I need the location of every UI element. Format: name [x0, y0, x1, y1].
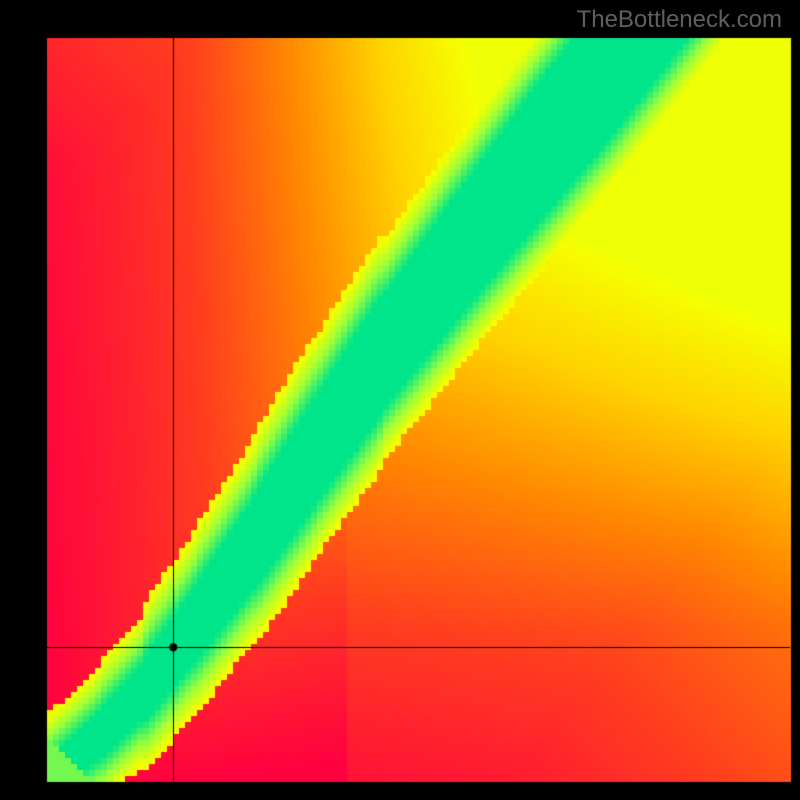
bottleneck-heatmap: [0, 0, 800, 800]
chart-container: { "watermark": { "text": "TheBottleneck.…: [0, 0, 800, 800]
source-watermark: TheBottleneck.com: [577, 6, 782, 34]
